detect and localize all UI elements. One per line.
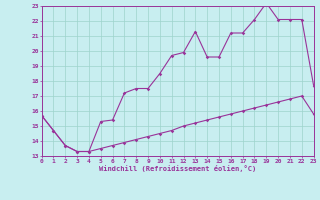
X-axis label: Windchill (Refroidissement éolien,°C): Windchill (Refroidissement éolien,°C) (99, 165, 256, 172)
